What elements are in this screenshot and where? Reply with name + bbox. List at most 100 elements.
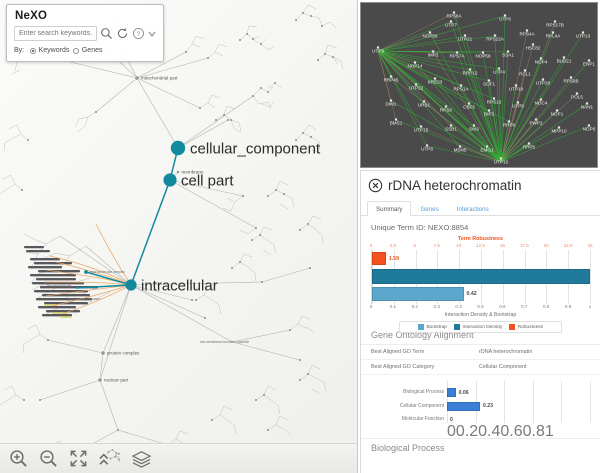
gene-node[interactable] [487,79,491,82]
layers-icon[interactable] [131,449,152,468]
gene-node[interactable] [506,50,510,53]
gene-node[interactable] [569,76,573,79]
gene-node[interactable] [425,144,429,147]
tree-node-intracellular[interactable] [125,279,137,291]
gene-network-graph[interactable]: RPS8A UTP6 UTP7 RPS17B NOP56 UTP21 RPS22A RPS4A… [361,3,598,168]
gene-node[interactable] [492,97,496,100]
gene-node[interactable] [534,118,538,121]
gene-node[interactable] [575,92,579,95]
gene-node[interactable] [463,34,467,37]
gene-node[interactable] [459,84,463,87]
tab-interactions[interactable]: Interactions [456,206,489,213]
svg-text:?: ? [137,31,141,38]
gene-node[interactable] [428,31,432,34]
tree-node-cellular-component[interactable] [170,140,186,156]
gene-node[interactable] [414,83,418,86]
refresh-icon[interactable] [116,27,129,40]
gene-node[interactable] [539,98,543,101]
search-input[interactable] [14,26,97,41]
tab-summary[interactable]: Summary [367,201,412,216]
tree-toolbar[interactable] [0,443,357,473]
radio-genes[interactable]: Genes [73,47,102,54]
gene-node[interactable] [389,99,393,102]
gene-node[interactable] [389,75,393,78]
search-icon[interactable] [100,27,113,40]
tree-node-nuclear-part[interactable] [97,377,103,383]
tree-node-cell-part[interactable] [163,173,177,187]
gene-node[interactable] [581,31,585,34]
gene-node[interactable] [514,84,518,87]
gene-node[interactable] [541,78,545,81]
tab-bar[interactable]: Summary Genes Interactions [361,200,600,216]
radio-keywords[interactable]: Keywords [30,47,69,54]
gene-node[interactable] [394,118,398,121]
zoom-out-icon[interactable] [39,449,58,468]
gene-node[interactable] [458,145,462,148]
radio-genes-dot[interactable] [73,47,80,54]
gene-node[interactable] [493,34,497,37]
gene-node[interactable] [413,61,417,64]
network-nodes[interactable]: RPS8A UTP6 UTP7 RPS17B NOP56 UTP21 RPS22A RPS4A… [372,11,596,164]
gene-interaction-network-panel[interactable]: RPS8A UTP6 UTP7 RPS17B NOP56 UTP21 RPS22A RPS4A… [360,2,598,168]
gene-node[interactable] [527,142,531,145]
gene-node[interactable] [587,124,591,127]
gene-node[interactable] [449,20,453,23]
ontology-tree-panel[interactable]: mitochondrial part membrane protein comp… [0,0,358,473]
gene-node[interactable] [433,77,437,80]
gene-node[interactable] [487,109,491,112]
gene-node[interactable] [444,105,448,108]
gene-node[interactable] [553,20,557,23]
gene-node[interactable] [507,120,511,123]
gene-node[interactable] [452,11,456,14]
gene-node[interactable] [472,124,476,127]
gene-node[interactable] [539,57,543,60]
tab-genes[interactable]: Genes [420,206,439,213]
legend-item-interaction-density[interactable]: Interaction Density [453,324,502,330]
fit-screen-icon[interactable] [69,449,88,468]
gene-node[interactable] [551,31,555,34]
gene-node[interactable] [419,125,423,128]
gene-label: RRP45 [384,77,399,82]
gene-node[interactable] [455,51,459,54]
gene-node[interactable] [523,69,527,72]
gene-node[interactable] [376,46,380,49]
gene-node[interactable] [467,102,471,105]
close-circle-icon[interactable] [368,178,383,193]
gene-node[interactable] [468,68,472,71]
gene-label: BUD21 [557,58,572,63]
collapse-icon[interactable] [99,448,121,468]
legend-item-robustness[interactable]: Robustness [509,324,543,330]
axis-tick: 2.5 [389,243,397,248]
gene-node[interactable] [585,102,589,105]
tree-node-protein-complex[interactable] [100,350,106,356]
gene-node[interactable] [587,59,591,62]
search-by-group[interactable]: By: Keywords Genes [14,47,156,54]
gene-node[interactable] [422,100,426,103]
gene-node[interactable] [555,109,559,112]
gene-node[interactable] [516,101,520,104]
tree-node-mitochondrial-part[interactable] [134,75,140,81]
legend-item-bootstrap[interactable]: Bootstrap [417,324,447,330]
go-alignment-section: Gene Ontology Alignment Best Aligned GO … [361,327,600,375]
gene-node[interactable] [499,157,503,160]
tree-node-membrane[interactable] [176,170,180,174]
gene-node[interactable] [557,126,561,129]
help-icon[interactable]: ? [132,27,145,40]
search-panel[interactable]: NeXO ? [6,4,164,62]
zoom-in-icon[interactable] [9,449,28,468]
gene-node[interactable] [431,50,435,53]
gene-node[interactable] [485,145,489,148]
term-summary-panel[interactable]: rDNA heterochromatin Summary Genes Inter… [360,170,600,473]
gene-node[interactable] [497,67,501,70]
gene-node[interactable] [531,43,535,46]
radio-keywords-dot[interactable] [30,47,37,54]
gene-node[interactable] [449,124,453,127]
gene-node[interactable] [503,14,507,17]
tree-node-macromolecular-complex[interactable] [84,270,88,274]
chart-legend[interactable]: Bootstrap Interaction Density Robustness [399,321,562,333]
ontology-tree-graph[interactable]: mitochondrial part membrane protein comp… [0,0,358,473]
chevron-down-icon[interactable] [148,29,156,39]
gene-node[interactable] [562,56,566,59]
gene-node[interactable] [525,29,529,32]
gene-node[interactable] [481,51,485,54]
